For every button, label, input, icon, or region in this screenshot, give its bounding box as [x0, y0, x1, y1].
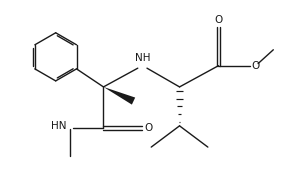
Text: NH: NH	[135, 53, 150, 63]
Text: O: O	[214, 15, 222, 25]
Text: HN: HN	[51, 121, 66, 131]
Text: O: O	[144, 123, 152, 133]
Polygon shape	[103, 87, 135, 105]
Text: O: O	[252, 61, 260, 71]
